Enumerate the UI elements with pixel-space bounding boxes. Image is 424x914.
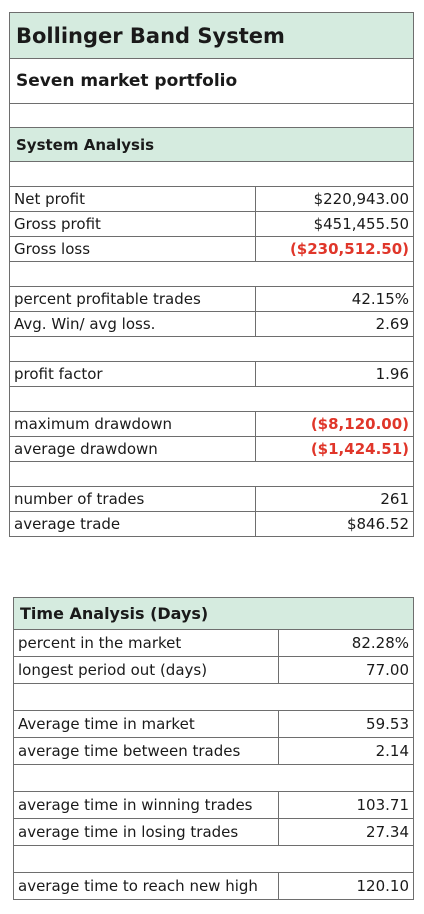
longest-out-label: longest period out (days) <box>13 656 279 684</box>
avg-drawdown-value: ($1,424.51) <box>255 436 414 462</box>
spacer-row <box>9 261 414 287</box>
num-trades-value: 261 <box>255 486 414 512</box>
gross-profit-value: $451,455.50 <box>255 211 414 237</box>
spacer-row <box>9 161 414 187</box>
table-row: number of trades 261 <box>9 486 414 512</box>
time-analysis-heading: Time Analysis (Days) <box>13 597 414 630</box>
table-row: average trade $846.52 <box>9 511 414 537</box>
table-row: Average time in market 59.53 <box>13 710 414 738</box>
percent-in-market-value: 82.28% <box>278 629 414 657</box>
table-row: average drawdown ($1,424.51) <box>9 436 414 462</box>
table-row: maximum drawdown ($8,120.00) <box>9 411 414 437</box>
table-row: profit factor 1.96 <box>9 361 414 387</box>
spacer-row <box>13 764 414 792</box>
avg-time-winning-value: 103.71 <box>278 791 414 819</box>
spacer-row <box>13 845 414 873</box>
avg-time-winning-label: average time in winning trades <box>13 791 279 819</box>
profit-factor-value: 1.96 <box>255 361 414 387</box>
spacer-row <box>9 461 414 487</box>
avg-time-in-market-value: 59.53 <box>278 710 414 738</box>
win-loss-label: Avg. Win/ avg loss. <box>9 311 256 337</box>
avg-time-new-high-label: average time to reach new high <box>13 872 279 900</box>
avg-time-between-label: average time between trades <box>13 737 279 765</box>
max-drawdown-value: ($8,120.00) <box>255 411 414 437</box>
table-row: Gross loss ($230,512.50) <box>9 236 414 262</box>
avg-time-losing-value: 27.34 <box>278 818 414 846</box>
table-row: average time to reach new high 120.10 <box>13 872 414 900</box>
time-analysis-table: Time Analysis (Days) percent in the mark… <box>13 597 414 900</box>
spacer-row <box>9 103 414 128</box>
system-analysis-heading: System Analysis <box>9 127 414 162</box>
avg-time-new-high-value: 120.10 <box>278 872 414 900</box>
spacer-row <box>9 336 414 362</box>
table-row: percent in the market 82.28% <box>13 629 414 657</box>
max-drawdown-label: maximum drawdown <box>9 411 256 437</box>
net-profit-label: Net profit <box>9 186 256 212</box>
page-title: Bollinger Band System <box>9 12 414 59</box>
portfolio-subtitle: Seven market portfolio <box>9 58 414 104</box>
avg-time-in-market-label: Average time in market <box>13 710 279 738</box>
table-row: percent profitable trades 42.15% <box>9 286 414 312</box>
table-row: Gross profit $451,455.50 <box>9 211 414 237</box>
table-row: Avg. Win/ avg loss. 2.69 <box>9 311 414 337</box>
longest-out-value: 77.00 <box>278 656 414 684</box>
percent-in-market-label: percent in the market <box>13 629 279 657</box>
system-analysis-table: Bollinger Band System Seven market portf… <box>9 12 414 537</box>
num-trades-label: number of trades <box>9 486 256 512</box>
avg-trade-label: average trade <box>9 511 256 537</box>
gross-loss-value: ($230,512.50) <box>255 236 414 262</box>
percent-profitable-label: percent profitable trades <box>9 286 256 312</box>
win-loss-value: 2.69 <box>255 311 414 337</box>
spacer-row <box>9 386 414 412</box>
avg-drawdown-label: average drawdown <box>9 436 256 462</box>
gross-profit-label: Gross profit <box>9 211 256 237</box>
net-profit-value: $220,943.00 <box>255 186 414 212</box>
percent-profitable-value: 42.15% <box>255 286 414 312</box>
table-row: average time in losing trades 27.34 <box>13 818 414 846</box>
table-row: average time in winning trades 103.71 <box>13 791 414 819</box>
table-row: Net profit $220,943.00 <box>9 186 414 212</box>
table-row: longest period out (days) 77.00 <box>13 656 414 684</box>
avg-time-losing-label: average time in losing trades <box>13 818 279 846</box>
gross-loss-label: Gross loss <box>9 236 256 262</box>
spacer-row <box>13 683 414 711</box>
table-row: average time between trades 2.14 <box>13 737 414 765</box>
avg-time-between-value: 2.14 <box>278 737 414 765</box>
avg-trade-value: $846.52 <box>255 511 414 537</box>
profit-factor-label: profit factor <box>9 361 256 387</box>
